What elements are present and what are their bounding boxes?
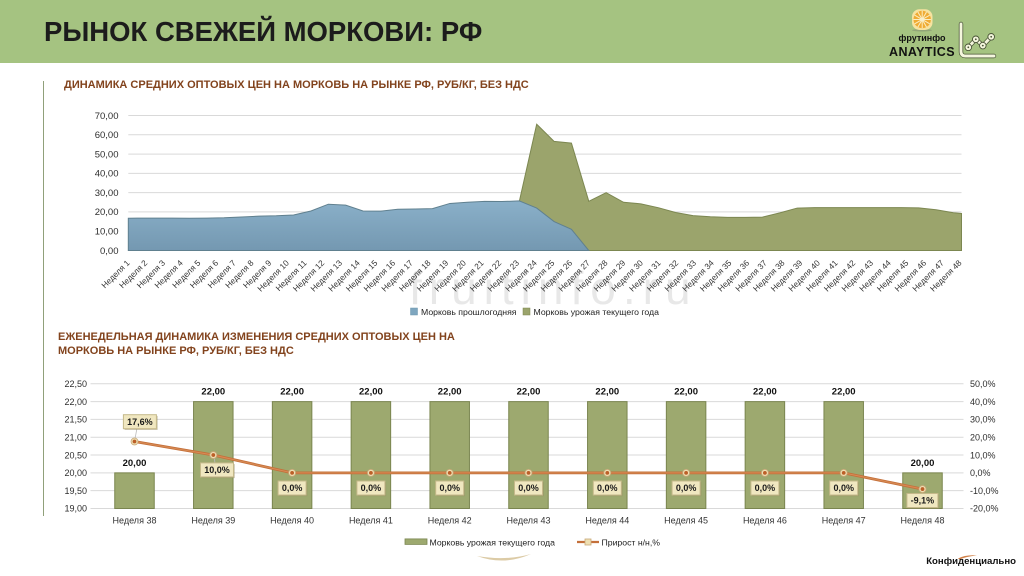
svg-text:22,00: 22,00 (359, 387, 383, 398)
svg-text:0,0%: 0,0% (676, 483, 697, 493)
svg-text:Морковь урожая текущего года: Морковь урожая текущего года (534, 307, 660, 317)
svg-text:Неделя 40: Неделя 40 (270, 516, 314, 526)
svg-text:19,00: 19,00 (64, 504, 87, 514)
svg-text:0,0%: 0,0% (439, 483, 460, 493)
svg-text:Неделя 46: Неделя 46 (743, 516, 787, 526)
svg-text:20,00: 20,00 (911, 458, 935, 469)
svg-text:60,00: 60,00 (95, 130, 119, 141)
svg-text:50,00: 50,00 (95, 149, 119, 160)
svg-text:22,00: 22,00 (517, 387, 541, 398)
svg-text:40,0%: 40,0% (970, 397, 996, 407)
svg-text:22,00: 22,00 (280, 387, 304, 398)
svg-text:-10,0%: -10,0% (970, 486, 999, 496)
svg-text:0,0%: 0,0% (361, 483, 382, 493)
svg-text:0,00: 0,00 (100, 246, 119, 257)
svg-text:21,00: 21,00 (64, 432, 87, 442)
svg-text:30,0%: 30,0% (970, 415, 996, 425)
svg-text:40,00: 40,00 (95, 169, 119, 180)
svg-text:22,50: 22,50 (64, 379, 87, 389)
svg-text:Неделя 41: Неделя 41 (349, 516, 393, 526)
svg-text:Прирост н/н,%: Прирост н/н,% (602, 537, 661, 547)
svg-text:22,00: 22,00 (832, 387, 856, 398)
svg-text:30,00: 30,00 (95, 188, 119, 199)
svg-text:Неделя 42: Неделя 42 (428, 516, 472, 526)
svg-text:50,0%: 50,0% (970, 379, 996, 389)
svg-text:Неделя 47: Неделя 47 (822, 516, 866, 526)
svg-text:Неделя 44: Неделя 44 (585, 516, 629, 526)
svg-text:0,0%: 0,0% (833, 483, 854, 493)
svg-text:20,00: 20,00 (95, 207, 119, 218)
svg-text:Неделя 45: Неделя 45 (664, 516, 708, 526)
svg-text:0,0%: 0,0% (597, 483, 618, 493)
svg-text:0,0%: 0,0% (282, 483, 303, 493)
svg-text:10,0%: 10,0% (970, 450, 996, 460)
svg-text:22,00: 22,00 (595, 387, 619, 398)
svg-text:20,00: 20,00 (123, 458, 147, 469)
svg-text:10,0%: 10,0% (204, 465, 230, 475)
svg-text:20,00: 20,00 (64, 468, 87, 478)
svg-text:22,00: 22,00 (753, 387, 777, 398)
svg-text:10,00: 10,00 (95, 227, 119, 238)
svg-text:20,50: 20,50 (64, 450, 87, 460)
svg-text:-20,0%: -20,0% (970, 504, 999, 514)
svg-text:Неделя 48: Неделя 48 (901, 516, 945, 526)
svg-text:22,00: 22,00 (674, 387, 698, 398)
svg-text:19,50: 19,50 (64, 486, 87, 496)
svg-text:-9,1%: -9,1% (911, 496, 935, 506)
svg-text:Неделя 39: Неделя 39 (191, 516, 235, 526)
svg-text:Морковь урожая текущего года: Морковь урожая текущего года (430, 537, 556, 547)
svg-text:Неделя 43: Неделя 43 (507, 516, 551, 526)
svg-text:21,50: 21,50 (64, 415, 87, 425)
svg-text:Неделя 38: Неделя 38 (113, 516, 157, 526)
svg-text:22,00: 22,00 (438, 387, 462, 398)
svg-text:20,0%: 20,0% (970, 432, 996, 442)
svg-text:Морковь прошлогодняя: Морковь прошлогодняя (421, 307, 517, 317)
svg-text:0,0%: 0,0% (518, 483, 539, 493)
svg-text:70,00: 70,00 (95, 111, 119, 122)
svg-text:22,00: 22,00 (64, 397, 87, 407)
svg-text:22,00: 22,00 (201, 387, 225, 398)
svg-text:17,6%: 17,6% (127, 417, 153, 427)
svg-text:0,0%: 0,0% (970, 468, 991, 478)
svg-text:0,0%: 0,0% (755, 483, 776, 493)
